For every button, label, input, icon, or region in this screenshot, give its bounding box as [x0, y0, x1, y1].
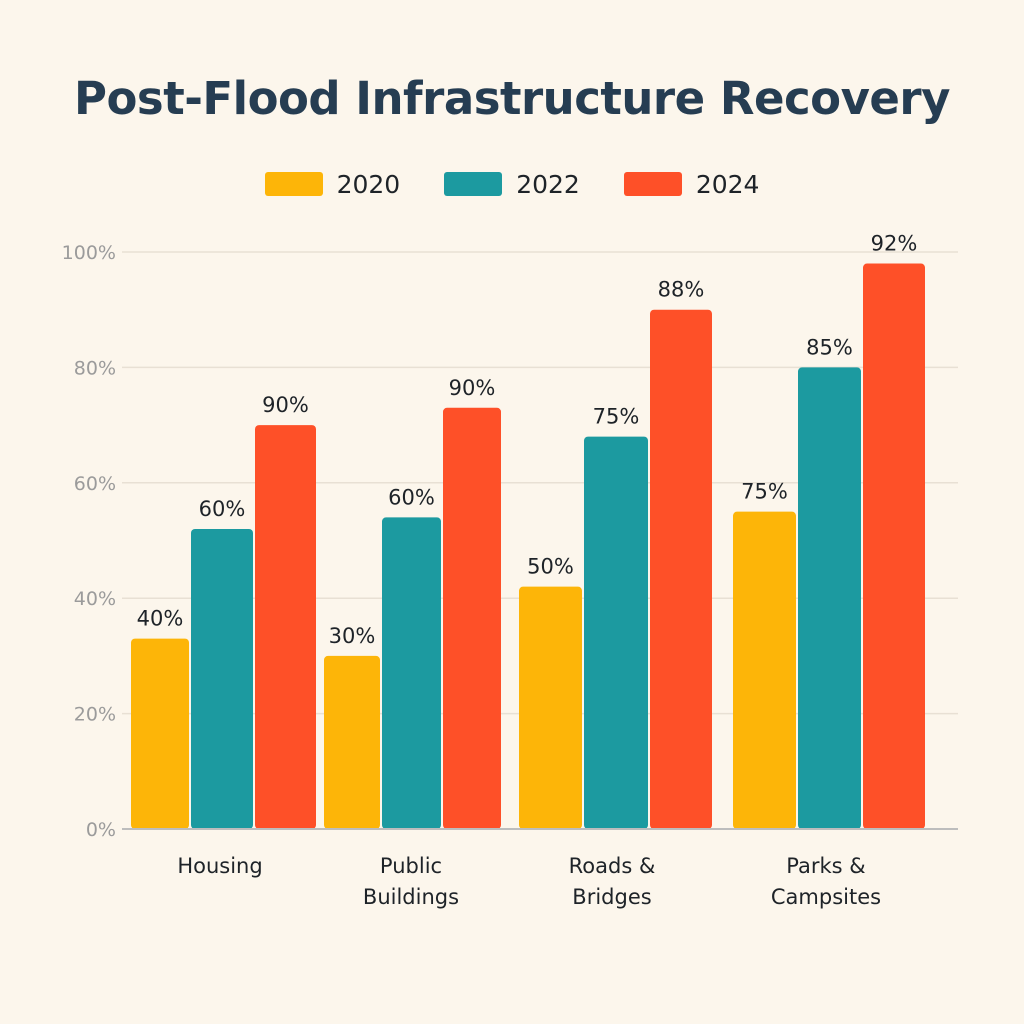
category-label: Bridges	[572, 885, 651, 909]
legend-label-2020: 2020	[336, 169, 401, 199]
category-label: Buildings	[363, 885, 459, 909]
data-label: 60%	[388, 485, 435, 509]
y-tick-label: 20%	[74, 704, 116, 726]
y-tick-label: 100%	[62, 242, 116, 264]
data-label: 85%	[806, 335, 853, 359]
bar-2024	[443, 407, 501, 829]
bar-2022	[191, 528, 253, 829]
bar-2022	[382, 517, 441, 829]
bar-2022	[798, 367, 861, 829]
data-label: 30%	[329, 624, 376, 648]
y-tick-label: 40%	[74, 588, 116, 610]
bar-2022	[584, 436, 648, 829]
category-label: Campsites	[771, 885, 881, 909]
category-label: Roads &	[569, 854, 656, 878]
legend-swatch-2022	[444, 172, 503, 196]
data-label: 50%	[527, 555, 574, 579]
category-label: Parks &	[786, 854, 865, 878]
bar-2020	[519, 586, 582, 829]
bar-2024	[255, 425, 316, 829]
data-label: 90%	[449, 376, 496, 400]
legend-item-2022: 2022	[444, 170, 580, 199]
category-label: Public	[380, 854, 442, 878]
legend-swatch-2020	[264, 172, 323, 196]
legend-swatch-2024	[623, 172, 682, 196]
bar-2020	[733, 511, 796, 829]
legend-item-2020: 2020	[264, 169, 401, 199]
legend-item-2024: 2024	[623, 169, 760, 199]
y-tick-label: 60%	[74, 473, 116, 495]
legend-label-2022: 2022	[516, 169, 580, 199]
bar-2024	[650, 309, 712, 829]
bar-2020	[324, 655, 380, 829]
data-label: 92%	[871, 232, 918, 256]
data-label: 90%	[262, 393, 309, 417]
data-label: 88%	[658, 278, 705, 302]
category-label: Housing	[177, 854, 262, 878]
data-label: 40%	[137, 607, 184, 631]
data-label: 60%	[199, 497, 246, 521]
legend: 2020 2022 2024	[0, 168, 1024, 200]
data-label: 75%	[741, 480, 788, 504]
data-label: 75%	[593, 405, 640, 429]
y-tick-label: 0%	[86, 819, 116, 841]
bar-2024	[863, 263, 925, 829]
bar-2020	[131, 638, 189, 829]
legend-label-2024: 2024	[695, 169, 760, 199]
chart-title: Post-Flood Infrastructure Recovery	[74, 72, 950, 125]
y-tick-label: 80%	[74, 357, 116, 379]
